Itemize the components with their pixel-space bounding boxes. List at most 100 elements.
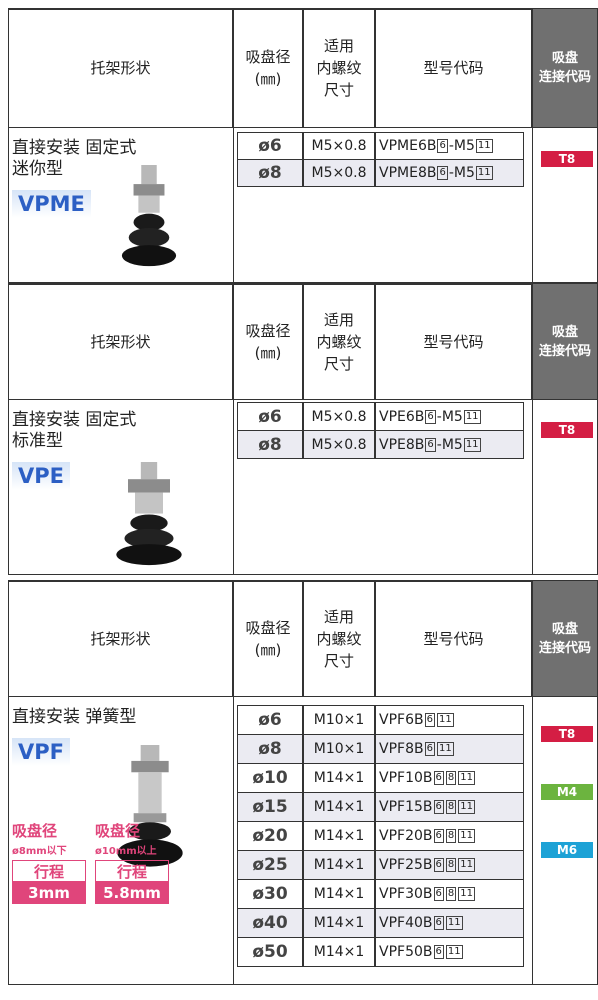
model-box: 6 [437,166,448,180]
series-label: VPE [12,462,70,490]
header-line: 适用 [323,37,354,55]
model-cell: VPF15B 6 8 11 [375,792,524,822]
series-label: VPF [12,738,70,766]
thread-cell: M14×1 [303,792,375,822]
model-text: VPME8B [379,165,437,181]
model-cell: VPF10B 6 8 11 [375,763,524,793]
column-line [233,697,234,985]
header-line: 内螺纹 [316,629,362,648]
model-text: VPF20B [379,828,433,844]
mount-type: 直接安装 固定式 [12,138,137,158]
model-cell: VPF40B 6 11 [375,908,524,938]
header-cell: 适用 内螺纹 尺寸 [303,580,375,697]
thread-cell: M14×1 [303,850,375,880]
header-cell: 托架形状 [8,8,233,128]
model-box: 6 [437,139,448,153]
diameter-cell: ø20 [237,821,303,851]
thread-cell: M14×1 [303,821,375,851]
code-badge: M4 [541,784,593,800]
model-cell: VPF50B 6 11 [375,937,524,967]
thread-cell: M14×1 [303,879,375,909]
mount-type: 标准型 [12,431,63,451]
diameter-cell: ø6 [237,402,303,431]
model-cell: VPE8B 6 -M5 11 [375,430,524,459]
model-box: 6 [433,829,444,843]
model-box: 11 [445,945,463,959]
thread-cell: M10×1 [303,705,375,735]
diameter-cell: ø25 [237,850,303,880]
model-box: 11 [436,742,454,756]
model-box: 6 [424,713,435,727]
model-box: 11 [458,800,475,814]
header-line: 连接代码 [538,343,591,359]
note-title: 吸盘径 [95,822,141,840]
model-text: -M5 [448,138,475,154]
model-cell: VPF25B 6 8 11 [375,850,524,880]
header-cell: 托架形状 [8,283,233,400]
model-box: 6 [433,887,444,901]
model-text: VPF15B [379,799,433,815]
model-box: 11 [458,887,475,901]
header-line: 吸盘径 [245,48,291,66]
model-text: -M5 [436,436,463,453]
header-line: 连接代码 [538,640,591,656]
column-line [233,400,234,575]
header-line: 内螺纹 [316,332,362,351]
model-box: 8 [445,858,457,872]
product-image [116,462,182,566]
model-text: VPF8B [379,741,424,757]
mount-type: 直接安装 弹簧型 [12,707,137,727]
model-text: VPF40B [379,915,433,931]
column-line [233,128,234,283]
header-cell: 型号代码 [375,283,532,400]
header-cell: 吸盘径 (㎜) [233,580,303,697]
header-line: 吸盘 [551,324,578,340]
stroke-value: 3mm [12,882,86,904]
thread-cell: M5×0.8 [303,159,375,187]
model-box: 6 [433,771,444,785]
header-line: 适用 [323,310,354,329]
model-box: 6 [433,800,444,814]
model-cell: VPE6B 6 -M5 11 [375,402,524,431]
model-cell: VPME6B 6 -M5 11 [375,132,524,160]
header-line: 连接代码 [538,70,591,85]
model-box: 11 [475,139,493,153]
model-box: 11 [475,166,493,180]
model-text: VPME6B [379,138,437,154]
model-text: -M5 [448,165,475,181]
model-cell: VPME8B 6 -M5 11 [375,159,524,187]
column-line [532,697,533,985]
header-line: 尺寸 [323,651,354,670]
model-box: 11 [458,829,475,843]
thread-cell: M14×1 [303,937,375,967]
code-badge: T8 [541,151,593,167]
header-line: 尺寸 [323,354,354,373]
diameter-cell: ø50 [237,937,303,967]
model-box: 8 [445,829,457,843]
diameter-cell: ø15 [237,792,303,822]
header-line: 吸盘 [551,621,578,637]
model-box: 11 [436,713,454,727]
model-text: -M5 [436,408,463,425]
header-cell: 吸盘 连接代码 [532,580,598,697]
header-line: 尺寸 [323,81,354,99]
note-title: 吸盘径 [12,822,58,840]
header-line: (㎜) [254,640,282,659]
product-image [121,165,177,267]
header-line: 吸盘径 [245,618,291,637]
model-box: 6 [425,409,436,424]
diameter-cell: ø40 [237,908,303,938]
model-text: VPF50B [379,944,433,960]
code-badge: M6 [541,842,593,858]
model-cell: VPF20B 6 8 11 [375,821,524,851]
stroke-label: 行程 [95,860,169,882]
header-line: (㎜) [254,343,282,362]
note-range: ø10mm以上 [95,846,157,857]
header-cell: 吸盘 连接代码 [532,8,598,128]
model-box: 6 [425,437,436,452]
diameter-cell: ø8 [237,159,303,187]
header-line: 适用 [323,607,354,626]
model-box: 6 [433,858,444,872]
header-line: 吸盘径 [245,321,291,340]
